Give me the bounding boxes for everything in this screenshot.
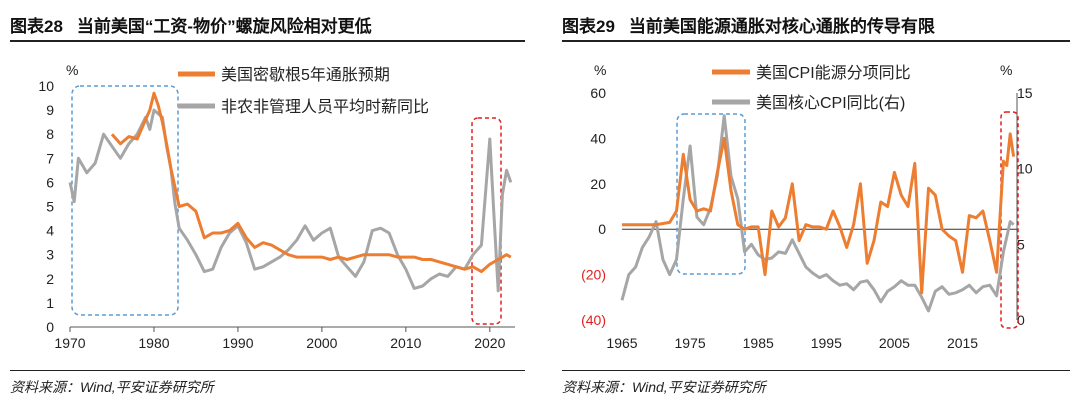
source-note: 资料来源：Wind,平安证券研究所 — [10, 370, 525, 397]
highlight-box-1970s — [676, 113, 746, 275]
y-tick-label: 9 — [46, 102, 54, 118]
x-tick-label: 1985 — [743, 335, 774, 351]
series-line — [622, 132, 1016, 295]
y-tick-label: 5 — [46, 199, 54, 215]
x-tick-label: 1980 — [138, 335, 169, 351]
x-tick-label: 2010 — [390, 335, 421, 351]
highlight-box-recent — [471, 117, 502, 325]
highlight-box-1970s — [71, 85, 179, 316]
right-y-tick-label: 5 — [1017, 236, 1025, 252]
y-tick-label: 2 — [46, 271, 54, 287]
x-tick-label: 1990 — [222, 335, 253, 351]
right-y-tick-label: 0 — [1017, 312, 1025, 328]
wage-inflation-line-chart: % 0 1 2 3 4 5 6 7 8 9 10 1970 1980 1990 2000 2010 2020 美国密… — [38, 62, 515, 351]
y-tick-label: 6 — [46, 174, 54, 190]
source-note: 资料来源：Wind,平安证券研究所 — [562, 370, 1070, 397]
figure-number: 图表28 — [10, 17, 63, 36]
y-tick-label: 0 — [46, 319, 54, 335]
y-tick-label: 7 — [46, 150, 54, 166]
figure-title-text: 当前美国能源通胀对核心通胀的传导有限 — [628, 17, 935, 36]
energy-core-cpi-line-chart: % % (40) (20) 0 20 40 60 0 5 10 15 1965 1975 1985 1995 2… — [581, 62, 1033, 351]
right-y-tick-label: 15 — [1017, 85, 1033, 101]
x-tick-label: 1975 — [675, 335, 706, 351]
x-tick-label: 1970 — [54, 335, 85, 351]
y-tick-label: 4 — [46, 223, 54, 239]
y-tick-label: 3 — [46, 247, 54, 263]
legend-label: 美国密歇根5年通胀预期 — [221, 66, 390, 84]
y-axis-unit-label: % — [66, 62, 78, 78]
series-line — [110, 91, 512, 274]
figure-title: 图表28 当前美国“工资-物价”螺旋风险相对更低 — [10, 12, 525, 42]
figure-title-text: 当前美国“工资-物价”螺旋风险相对更低 — [76, 17, 372, 36]
left-y-tick-label: (20) — [581, 267, 606, 283]
right-y-tick-label: 10 — [1017, 161, 1033, 177]
figure-number: 图表29 — [562, 17, 615, 36]
x-tick-label: 2015 — [947, 335, 978, 351]
series-line — [620, 114, 1015, 313]
chart-panel-right: 图表29 当前美国能源通胀对核心通胀的传导有限 %% (40) (20) 0 20 40 60… — [562, 0, 1070, 411]
legend-label: 美国核心CPI同比(右) — [756, 94, 905, 112]
figure-title: 图表29 当前美国能源通胀对核心通胀的传导有限 — [562, 12, 1070, 42]
left-axis-unit-label: % — [594, 62, 606, 78]
left-y-tick-label: (40) — [581, 312, 606, 328]
x-tick-label: 2000 — [306, 335, 337, 351]
right-axis-unit-label: % — [1000, 62, 1012, 78]
x-tick-label: 1965 — [606, 335, 637, 351]
y-tick-label: 8 — [46, 126, 54, 142]
left-y-tick-label: 20 — [590, 176, 606, 192]
chart-panel-left: 图表28 当前美国“工资-物价”螺旋风险相对更低 % 0 1 2 3 4 5 6 7 8 9 10 197… — [10, 0, 525, 411]
x-tick-label: 2020 — [474, 335, 505, 351]
y-tick-label: 10 — [38, 78, 54, 94]
x-tick-label: 1995 — [811, 335, 842, 351]
y-tick-label: 1 — [46, 295, 54, 311]
x-tick-label: 2005 — [879, 335, 910, 351]
legend-label: 美国CPI能源分项同比 — [756, 64, 911, 82]
left-y-tick-label: 40 — [590, 130, 606, 146]
left-y-tick-label: 60 — [590, 85, 606, 101]
left-y-tick-label: 0 — [598, 221, 606, 237]
legend-label: 非农非管理人员平均时薪同比 — [221, 98, 429, 116]
